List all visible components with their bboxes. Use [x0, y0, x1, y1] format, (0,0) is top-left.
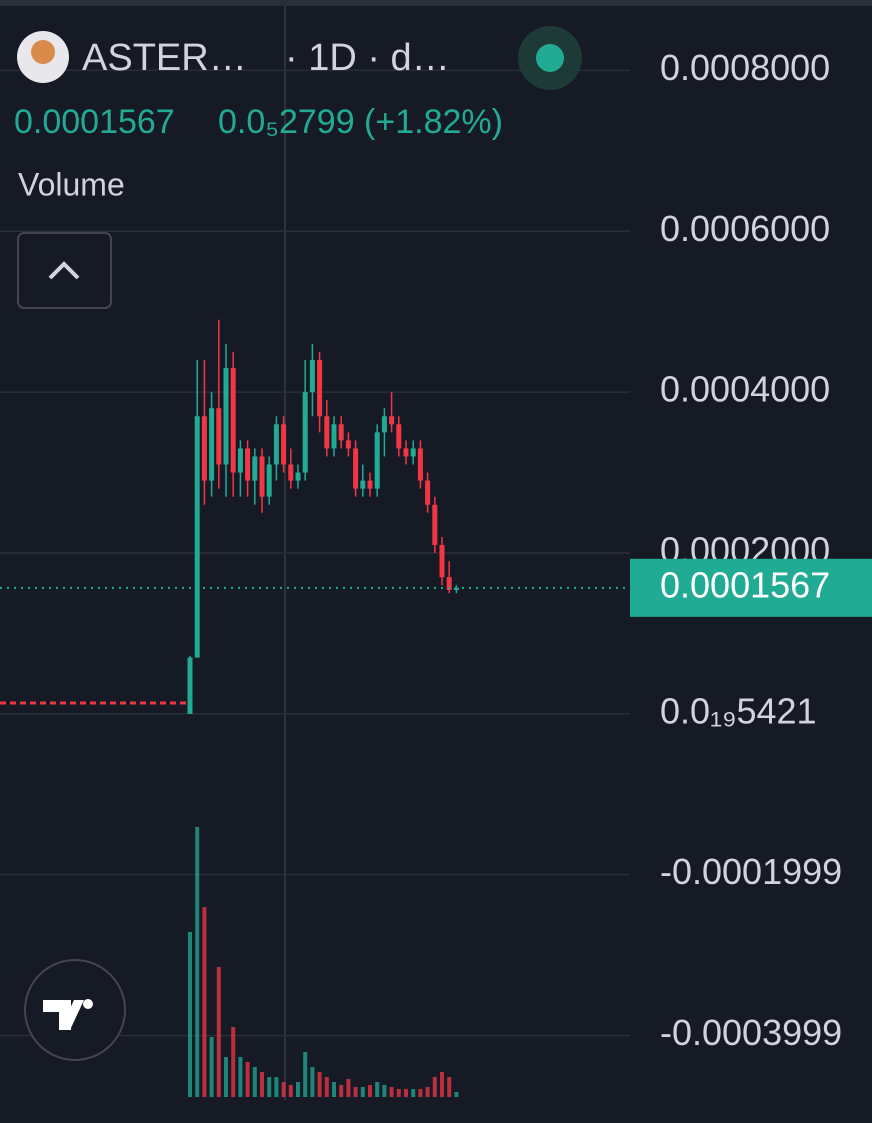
volume-bar [454, 1092, 459, 1097]
candle-body [446, 577, 452, 591]
volume-bar [332, 1082, 336, 1097]
candle-body [331, 424, 337, 449]
candle-body [288, 464, 294, 481]
volume-bar [346, 1079, 351, 1097]
candle-body [338, 424, 344, 441]
symbol[interactable]: ASTER… [82, 37, 247, 79]
volume-bar [404, 1089, 408, 1097]
volume-bar [238, 1057, 243, 1097]
candle-body [209, 408, 215, 481]
candle-body [425, 480, 431, 505]
y-tick-label: 0.0004000 [660, 369, 830, 410]
candle-body [439, 544, 445, 578]
volume-bar [310, 1067, 315, 1097]
volume-bar [389, 1087, 394, 1097]
volume-bar [245, 1062, 250, 1097]
volume-bar [281, 1082, 286, 1097]
candle-body [381, 416, 387, 433]
volume-bar [288, 1085, 293, 1097]
y-tick-label: 0.0008000 [660, 47, 830, 88]
volume-bar [425, 1087, 430, 1097]
avatar-face [31, 40, 55, 64]
volume-bar [296, 1082, 300, 1097]
candle-body [194, 416, 200, 658]
volume-bar [188, 932, 192, 1097]
chevron-up [48, 261, 80, 280]
candle-body [410, 448, 416, 457]
volume-bar [216, 967, 221, 1097]
volume-bar [303, 1052, 308, 1097]
volume-bar [353, 1087, 358, 1097]
candle-body [216, 408, 222, 465]
y-tick-label: 0.0₁₉5421 [660, 690, 817, 731]
candle-body [317, 359, 323, 417]
candle-body [230, 367, 236, 473]
candle-body [245, 448, 251, 481]
volume-bar [195, 827, 200, 1097]
y-tick-label: 0.0006000 [660, 208, 830, 249]
candle-body [360, 480, 366, 489]
volume-bar [360, 1087, 365, 1097]
candle-body [252, 456, 258, 481]
candle-body [302, 392, 308, 473]
y-tick-label: -0.0001999 [660, 851, 842, 892]
volume-bar [202, 907, 207, 1097]
candle-body [403, 448, 409, 457]
volume-bar [339, 1085, 344, 1097]
top-bar [0, 0, 872, 6]
interval[interactable]: · 1D · d… [285, 37, 450, 79]
volume-bar [267, 1077, 272, 1097]
volume-bar [260, 1072, 264, 1097]
volume-bar [418, 1089, 423, 1097]
volume-bar [252, 1067, 257, 1097]
candle-body [295, 472, 301, 481]
candle-body [237, 448, 243, 473]
candle-body [389, 416, 395, 425]
volume-bar [447, 1077, 452, 1097]
last-price-label: 0.0001567 [660, 564, 830, 605]
candle-body [432, 504, 438, 545]
volume-bar [382, 1085, 387, 1097]
last-price: 0.0001567 [14, 103, 175, 141]
candle-body [374, 432, 380, 489]
candle-body [259, 456, 265, 497]
candle-body [453, 587, 459, 591]
y-tick-label: -0.0003999 [660, 1012, 842, 1053]
candle-body [396, 424, 402, 449]
candle-body [281, 424, 287, 465]
collapse-button[interactable] [17, 232, 112, 309]
last-price-box [630, 558, 872, 617]
candle-body [187, 657, 193, 714]
candle-body [417, 448, 423, 481]
volume-bar [432, 1077, 437, 1097]
volume-bar [224, 1057, 228, 1097]
volume-bar [375, 1082, 380, 1097]
candle-body [266, 464, 272, 497]
volume-bar [209, 1037, 214, 1097]
volume-label[interactable]: Volume [18, 166, 125, 202]
candle-body [273, 424, 279, 465]
status-dot [536, 44, 564, 72]
volume-bar [324, 1077, 329, 1097]
logo-dot [83, 999, 93, 1009]
volume-bar [396, 1089, 401, 1097]
volume-bar [317, 1072, 322, 1097]
volume-bar [274, 1077, 279, 1097]
volume-bar [368, 1085, 372, 1097]
candle-body [345, 440, 351, 449]
candle-body [223, 367, 229, 465]
candle-body [201, 416, 207, 481]
volume-bar [440, 1072, 444, 1097]
logo-mark [43, 1000, 84, 1030]
candle-body [309, 359, 315, 393]
candle-body [324, 416, 330, 449]
volume-bar [231, 1027, 236, 1097]
candle-body [353, 448, 359, 489]
price-change: 0.0₅2799 (+1.82%) [218, 103, 503, 141]
candle-body [367, 480, 373, 489]
volume-bar [411, 1089, 416, 1097]
